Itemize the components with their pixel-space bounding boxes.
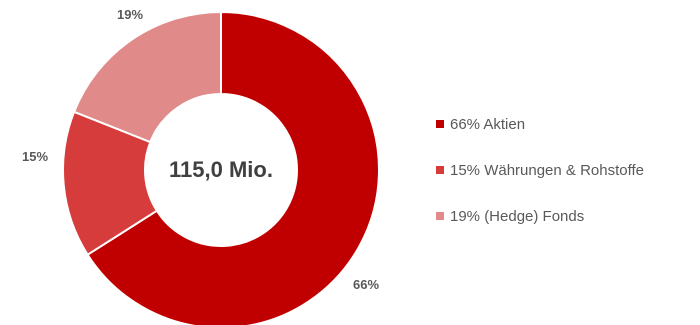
donut-slice-1 xyxy=(86,10,380,325)
legend-swatch-3 xyxy=(436,212,444,220)
slice-data-label-1: 66% xyxy=(353,277,379,292)
slices-layer xyxy=(62,10,380,325)
donut-slice-2 xyxy=(62,110,159,257)
legend-item-1: 66% Aktien xyxy=(436,116,525,133)
legend-item-3: 19% (Hedge) Fonds xyxy=(436,208,584,225)
legend-label-2: 15% Währungen & Rohstoffe xyxy=(450,162,644,179)
slice-labels-layer: 66% 15% 19% xyxy=(22,7,379,292)
legend-swatch-2 xyxy=(436,166,444,174)
donut-slice-3 xyxy=(72,10,222,144)
legend-swatch-1 xyxy=(436,120,444,128)
legend-label-1: 66% Aktien xyxy=(450,116,525,133)
center-total-label: 115,0 Mio. xyxy=(169,157,273,182)
legend-label-3: 19% (Hedge) Fonds xyxy=(450,208,584,225)
slice-data-label-3: 19% xyxy=(117,7,143,22)
slice-data-label-2: 15% xyxy=(22,149,48,164)
legend: 66% Aktien 15% Währungen & Rohstoffe 19% (… xyxy=(436,116,644,225)
legend-item-2: 15% Währungen & Rohstoffe xyxy=(436,162,644,179)
